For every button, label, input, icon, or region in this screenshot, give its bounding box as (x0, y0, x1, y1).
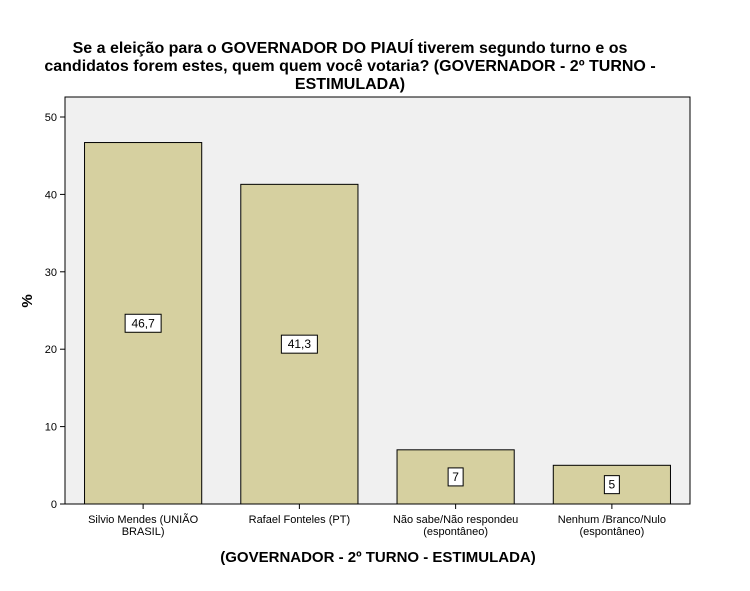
chart-title-line-2: candidatos forem estes, quem quem você v… (44, 58, 655, 75)
y-axis: 0 10 20 30 40 50 (45, 112, 65, 511)
data-label: 46,7 (131, 316, 155, 330)
chart-title-line-1: Se a eleição para o GOVERNADOR DO PIAUÍ … (73, 38, 628, 57)
data-label-box (124, 313, 162, 333)
y-tick-label: 20 (45, 344, 57, 356)
y-tick-label: 50 (45, 112, 57, 124)
y-tick-label: 0 (51, 499, 57, 511)
data-label: 41,3 (288, 337, 312, 351)
data-label-box (447, 467, 464, 487)
y-tick-label: 40 (45, 189, 57, 201)
y-axis-label: % (19, 294, 36, 307)
x-tick-label: Nenhum /Branco/Nulo (558, 514, 666, 526)
x-tick-label: Silvio Mendes (UNIÃO (88, 513, 198, 526)
x-tick-label: Não sabe/Não respondeu (393, 514, 518, 526)
y-tick-label: 30 (45, 267, 57, 279)
chart-title: Se a eleição para o GOVERNADOR DO PIAUÍ … (44, 38, 655, 93)
chart-title-line-3: ESTIMULADA) (295, 76, 405, 93)
x-tick-label: (espontâneo) (423, 526, 488, 538)
data-label-box (280, 334, 318, 354)
x-tick-label: BRASIL) (122, 526, 165, 538)
x-tick-label: (espontâneo) (579, 526, 644, 538)
x-tick-label: Rafael Fonteles (PT) (249, 514, 350, 526)
data-label: 7 (452, 470, 459, 484)
data-label: 5 (609, 478, 616, 492)
y-tick-label: 10 (45, 422, 57, 434)
x-axis-label: (GOVERNADOR - 2º TURNO - ESTIMULADA) (220, 549, 535, 566)
bars: 46,7 41,3 7 5 (84, 142, 671, 505)
data-label-box (603, 475, 620, 495)
